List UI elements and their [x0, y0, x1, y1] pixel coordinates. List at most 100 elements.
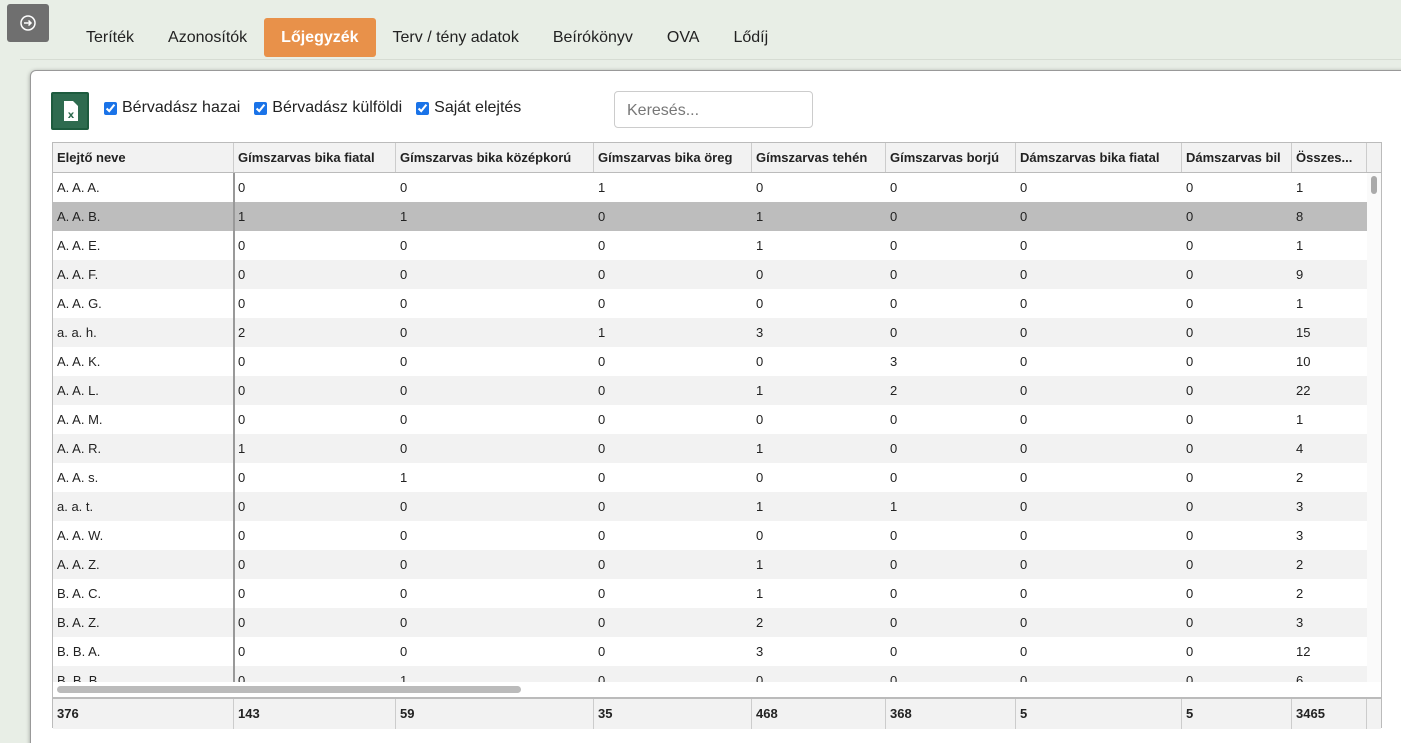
- checkbox[interactable]: [416, 101, 430, 115]
- column-header[interactable]: Gímszarvas tehén: [752, 143, 886, 172]
- column-header[interactable]: Összes...: [1292, 143, 1367, 172]
- table-cell: 0: [238, 673, 246, 682]
- table-cell: 1: [598, 180, 606, 195]
- table-cell: 2: [1296, 470, 1304, 485]
- tab[interactable]: OVA: [666, 29, 700, 46]
- table-cell: B. B. B.: [57, 673, 102, 682]
- table-cell: 0: [598, 615, 606, 630]
- tab[interactable]: Beírókönyv: [552, 29, 633, 46]
- table-header: Elejtő neve Gímszarvas bika fiatal Gímszar…: [53, 143, 1381, 173]
- filter[interactable]: Bérvadász külföldi: [254, 99, 402, 117]
- footer-cell: 35: [594, 699, 752, 729]
- table-row[interactable]: A. A. M. 0 0 0 0 0 0 0 1: [53, 405, 1367, 434]
- vertical-scrollbar[interactable]: [1367, 173, 1381, 682]
- data-table: Elejtő neve Gímszarvas bika fiatal Gímszar…: [52, 142, 1382, 729]
- svg-text:x: x: [68, 110, 75, 121]
- table-row[interactable]: A. A. G. 0 0 0 0 0 0 0 1: [53, 289, 1367, 318]
- table-cell: 0: [400, 644, 408, 659]
- table-cell: 0: [1020, 180, 1028, 195]
- table-cell: 0: [890, 470, 898, 485]
- search-input[interactable]: Keresés...: [614, 91, 813, 128]
- table-cell: 0: [890, 180, 898, 195]
- table-cell: 22: [1296, 383, 1311, 398]
- table-row[interactable]: A. A. E. 0 0 0 1 0 0 0 1: [53, 231, 1367, 260]
- table-cell: 0: [238, 296, 246, 311]
- table-cell: 8: [1296, 209, 1304, 224]
- column-header[interactable]: Gímszarvas borjú: [886, 143, 1016, 172]
- excel-icon: x: [64, 101, 78, 121]
- tab[interactable]: Terv / tény adatok: [392, 29, 519, 46]
- tab[interactable]: Lőjegyzék: [264, 18, 376, 57]
- table-row[interactable]: A. A. K. 0 0 0 0 3 0 0 10: [53, 347, 1367, 376]
- table-cell: 0: [1186, 557, 1194, 572]
- table-cell: 0: [890, 267, 898, 282]
- table-row[interactable]: A. A. Z. 0 0 0 1 0 0 0 2: [53, 550, 1367, 579]
- table-cell: 0: [238, 557, 246, 572]
- exit-button[interactable]: [7, 4, 49, 42]
- horizontal-scrollbar[interactable]: [57, 686, 521, 693]
- table-cell: 0: [238, 238, 246, 253]
- table-cell: 3: [1296, 528, 1304, 543]
- table-row[interactable]: a. a. h. 2 0 1 3 0 0 0 15: [53, 318, 1367, 347]
- excel-export-button[interactable]: x: [51, 92, 89, 130]
- table-cell: 0: [400, 180, 408, 195]
- table-row[interactable]: B. B. A. 0 0 0 3 0 0 0 12: [53, 637, 1367, 666]
- table-cell: 0: [1186, 180, 1194, 195]
- column-header[interactable]: Gímszarvas bika fiatal: [234, 143, 396, 172]
- table-cell: 0: [1020, 267, 1028, 282]
- footer-cell: 376: [53, 699, 234, 729]
- column-header[interactable]: Gímszarvas bika öreg: [594, 143, 752, 172]
- checkbox[interactable]: [104, 101, 117, 115]
- table-row[interactable]: A. A. F. 0 0 0 0 0 0 0 9: [53, 260, 1367, 289]
- table-row[interactable]: A. A. L. 0 0 0 1 2 0 0 22: [53, 376, 1367, 405]
- table-cell: 2: [756, 615, 764, 630]
- table-cell: 1: [890, 499, 898, 514]
- table-cell: 0: [890, 557, 898, 572]
- table-cell: 0: [238, 644, 246, 659]
- tab[interactable]: Lődíj: [733, 29, 769, 46]
- table-row[interactable]: a. a. t. 0 0 0 1 1 0 0 3: [53, 492, 1367, 521]
- table-cell: 1: [598, 325, 606, 340]
- filter[interactable]: Bérvadász hazai: [104, 99, 240, 117]
- footer-cell: 59: [396, 699, 594, 729]
- table-cell: A. A. G.: [57, 296, 102, 311]
- table-cell: 0: [756, 267, 764, 282]
- table-cell: 0: [1020, 296, 1028, 311]
- table-cell: 0: [756, 673, 764, 682]
- checkbox[interactable]: [254, 101, 268, 115]
- table-cell: 0: [238, 615, 246, 630]
- table-row[interactable]: B. B. B. 0 1 0 0 0 0 0 6: [53, 666, 1367, 682]
- table-cell: 1: [756, 209, 764, 224]
- table-cell: B. A. Z.: [57, 615, 100, 630]
- table-cell: 0: [1020, 615, 1028, 630]
- footer-cell: 468: [752, 699, 886, 729]
- table-cell: B. A. C.: [57, 586, 102, 601]
- scroll-thumb[interactable]: [1371, 176, 1377, 194]
- table-row[interactable]: B. A. Z. 0 0 0 2 0 0 0 3: [53, 608, 1367, 637]
- table-cell: 0: [400, 412, 408, 427]
- column-header[interactable]: Dámszarvas bika fiatal: [1016, 143, 1182, 172]
- table-cell: 0: [890, 412, 898, 427]
- table-cell: 0: [598, 412, 606, 427]
- column-header[interactable]: Gímszarvas bika középkorú: [396, 143, 594, 172]
- table-cell: 0: [238, 470, 246, 485]
- table-row[interactable]: A. A. s. 0 1 0 0 0 0 0 2: [53, 463, 1367, 492]
- table-cell: 0: [400, 325, 408, 340]
- table-row[interactable]: A. A. A. 0 0 1 0 0 0 0 1: [53, 173, 1367, 202]
- table-row[interactable]: A. A. W. 0 0 0 0 0 0 0 3: [53, 521, 1367, 550]
- tab[interactable]: Azonosítók: [168, 29, 248, 46]
- column-header[interactable]: Dámszarvas bil: [1182, 143, 1292, 172]
- table-cell: 0: [1020, 499, 1028, 514]
- tab[interactable]: Teríték: [86, 29, 135, 46]
- table-row[interactable]: A. A. R. 1 0 0 1 0 0 0 4: [53, 434, 1367, 463]
- filter-label: Bérvadász külföldi: [272, 99, 403, 116]
- table-cell: 0: [1020, 412, 1028, 427]
- column-header[interactable]: Elejtő neve: [53, 143, 234, 172]
- table-cell: 0: [598, 267, 606, 282]
- table-cell: 0: [400, 267, 408, 282]
- table-row[interactable]: B. A. C. 0 0 0 1 0 0 0 2: [53, 579, 1367, 608]
- table-row[interactable]: A. A. B. 1 1 0 1 0 0 0 8: [53, 202, 1367, 231]
- filter[interactable]: Saját elejtés: [416, 99, 521, 117]
- table-cell: 0: [1186, 238, 1194, 253]
- table-cell: 1: [400, 470, 408, 485]
